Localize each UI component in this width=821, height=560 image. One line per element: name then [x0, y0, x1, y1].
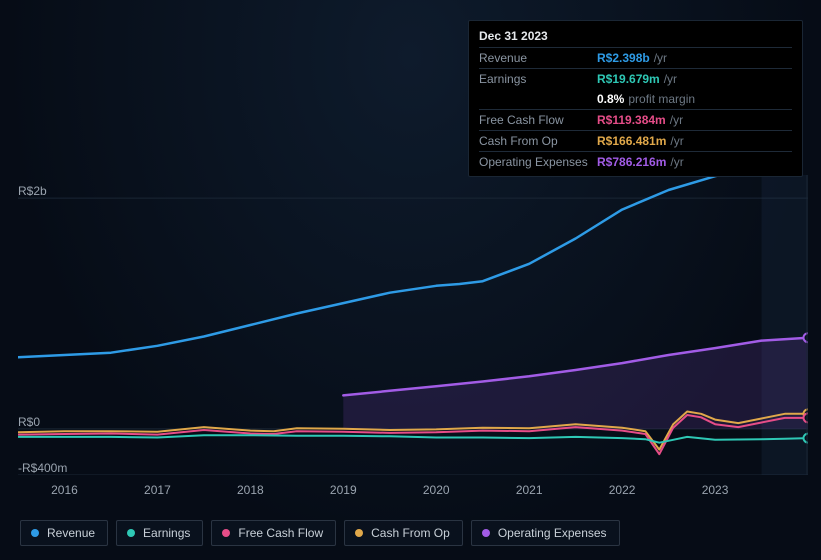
legend-dot-icon — [482, 529, 490, 537]
tooltip-value: R$119.384m/yr — [597, 112, 683, 128]
legend-label: Earnings — [143, 526, 190, 540]
tooltip-row: Free Cash FlowR$119.384m/yr — [479, 109, 792, 130]
tooltip-row: RevenueR$2.398b/yr — [479, 47, 792, 68]
legend-dot-icon — [222, 529, 230, 537]
legend-label: Operating Expenses — [498, 526, 607, 540]
tooltip-key — [479, 91, 597, 107]
tooltip-key: Operating Expenses — [479, 154, 597, 170]
tooltip-value: R$2.398b/yr — [597, 50, 667, 66]
tooltip-row: Operating ExpensesR$786.216m/yr — [479, 151, 792, 172]
legend-item[interactable]: Earnings — [116, 520, 203, 546]
legend-item[interactable]: Operating Expenses — [471, 520, 620, 546]
tooltip-row: 0.8%profit margin — [479, 89, 792, 109]
tooltip-value: R$166.481m/yr — [597, 133, 684, 149]
legend-item[interactable]: Cash From Op — [344, 520, 463, 546]
tooltip-value: 0.8%profit margin — [597, 91, 695, 107]
chart-legend: Revenue Earnings Free Cash Flow Cash From O… — [20, 520, 620, 546]
tooltip-value: R$19.679m/yr — [597, 71, 677, 87]
legend-dot-icon — [31, 529, 39, 537]
legend-item[interactable]: Free Cash Flow — [211, 520, 336, 546]
legend-label: Cash From Op — [371, 526, 450, 540]
legend-label: Free Cash Flow — [238, 526, 323, 540]
tooltip-key: Cash From Op — [479, 133, 597, 149]
tooltip-row: EarningsR$19.679m/yr — [479, 68, 792, 89]
chart-plot — [18, 175, 808, 475]
chart-tooltip: Dec 31 2023 RevenueR$2.398b/yrEarningsR$… — [468, 20, 803, 177]
tooltip-value: R$786.216m/yr — [597, 154, 684, 170]
legend-label: Revenue — [47, 526, 95, 540]
legend-item[interactable]: Revenue — [20, 520, 108, 546]
legend-dot-icon — [355, 529, 363, 537]
x-axis-label: 2022 — [592, 483, 652, 497]
legend-dot-icon — [127, 529, 135, 537]
x-axis-label: 2017 — [127, 483, 187, 497]
tooltip-key: Revenue — [479, 50, 597, 66]
tooltip-key: Earnings — [479, 71, 597, 87]
x-axis-label: 2016 — [34, 483, 94, 497]
x-axis-label: 2020 — [406, 483, 466, 497]
x-axis-label: 2018 — [220, 483, 280, 497]
x-axis-label: 2021 — [499, 483, 559, 497]
tooltip-key: Free Cash Flow — [479, 112, 597, 128]
tooltip-date: Dec 31 2023 — [479, 27, 792, 47]
x-axis-label: 2019 — [313, 483, 373, 497]
tooltip-row: Cash From OpR$166.481m/yr — [479, 130, 792, 151]
x-axis-label: 2023 — [685, 483, 745, 497]
